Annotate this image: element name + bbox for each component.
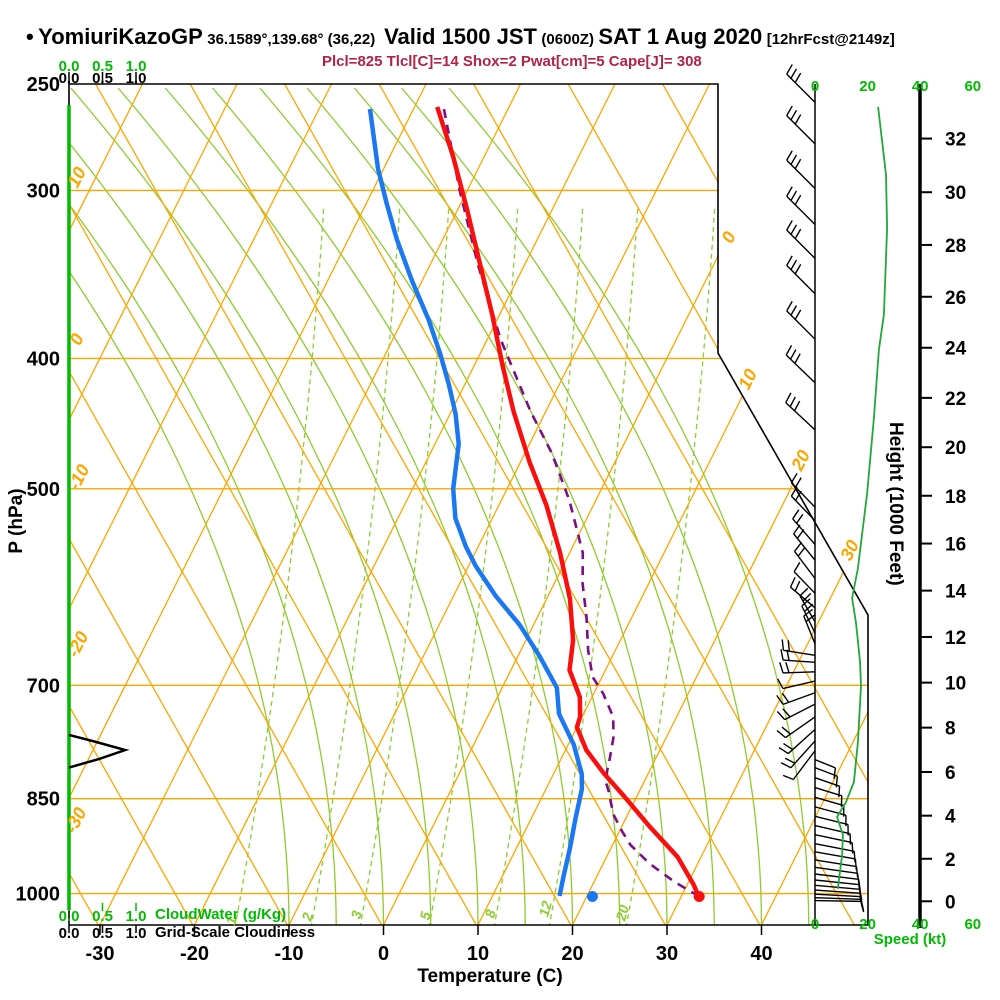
speed-tick-label: 60 xyxy=(964,916,981,933)
surface-temperature-dot xyxy=(693,891,705,903)
isotherm-label: 20 xyxy=(787,447,814,475)
height-tick-label: 30 xyxy=(945,183,966,204)
temperature-tick-label: -30 xyxy=(86,943,115,965)
height-tick-label: 28 xyxy=(945,236,966,257)
title-bullet: • xyxy=(26,24,34,49)
gridscale-tick-label: 0.5 xyxy=(92,925,113,942)
speed-tick-label: 60 xyxy=(964,78,981,95)
mixing-ratio-label: 12 xyxy=(535,899,555,918)
cloudwater-tick-label: 0.5 xyxy=(92,58,113,75)
height-tick-label: 22 xyxy=(945,389,966,410)
pressure-tick-label: 1000 xyxy=(16,884,61,906)
temperature-profile xyxy=(435,106,701,897)
speed-tick-label: 0 xyxy=(811,78,819,95)
cloudwater-tick-label: 1.0 xyxy=(126,58,147,75)
isotherm-label: 10 xyxy=(63,164,90,191)
cloudwater-tick-label: 0.0 xyxy=(59,58,80,75)
pressure-tick-label: 300 xyxy=(27,180,60,202)
height-tick-label: 26 xyxy=(945,288,966,309)
pressure-tick-label: 700 xyxy=(27,675,60,697)
cloudwater-tick-label: 0.0 xyxy=(59,908,80,925)
pressure-tick-label: 500 xyxy=(27,479,60,501)
pressure-tick-label: 250 xyxy=(27,74,60,96)
valid-zulu: (0600Z) xyxy=(541,31,594,48)
speed-tick-label: 0 xyxy=(811,916,819,933)
height-tick-label: 0 xyxy=(945,892,956,913)
station-name: YomiuriKazoGP xyxy=(38,24,203,49)
wind-barbs xyxy=(776,64,865,913)
temperature-tick-label: 30 xyxy=(656,943,678,965)
height-tick-label: 4 xyxy=(945,807,956,828)
forecast-tag: [12hrFcst@2149z] xyxy=(766,31,895,48)
height-tick-label: 18 xyxy=(945,487,966,508)
temperature-tick-label: 10 xyxy=(467,943,489,965)
cloudwater-tick-label: 0.5 xyxy=(92,908,113,925)
height-tick-label: 32 xyxy=(945,130,966,151)
cloudwater-scale-label: CloudWater (g/Kg) xyxy=(155,906,287,923)
gridscale-tick-label: 1.0 xyxy=(126,925,147,942)
valid-date: SAT 1 Aug 2020 xyxy=(598,24,763,49)
speed-tick-label: 40 xyxy=(912,78,929,95)
gridscale-tick-label: 0.0 xyxy=(59,925,80,942)
dewpoint-profile xyxy=(367,108,585,897)
mixing-ratio-label: 2 xyxy=(298,911,316,924)
mixing-ratio-label: 8 xyxy=(481,908,499,920)
height-tick-label: 2 xyxy=(945,850,956,871)
mixing-ratio-label: 5 xyxy=(416,910,434,922)
speed-tick-label: 40 xyxy=(912,916,929,933)
wind-speed-profile xyxy=(836,106,889,890)
parcel-path xyxy=(441,104,700,898)
mixing-ratio-label: 1 xyxy=(222,915,240,927)
line-families xyxy=(69,84,868,925)
height-tick-label: 10 xyxy=(945,674,966,695)
wind-speed-axis-label: Speed (kt) xyxy=(873,931,947,948)
surface-dewpoint-dot xyxy=(586,891,598,903)
mixing-ratio-label: 20 xyxy=(612,903,632,923)
height-tick-label: 24 xyxy=(945,339,967,360)
sounding-indices: Plcl=825 Tlcl[C]=14 Shox=2 Pwat[cm]=5 Ca… xyxy=(322,53,702,70)
gridscale-tick-label: 0.0 xyxy=(59,70,80,87)
pressure-tick-label: 850 xyxy=(27,789,60,811)
height-tick-label: 14 xyxy=(945,582,967,603)
cloud-fraction-profile xyxy=(68,733,130,769)
height-axis-label: Height (1000 Feet) xyxy=(885,422,906,586)
height-tick-label: 16 xyxy=(945,535,966,556)
height-tick-label: 12 xyxy=(945,628,966,649)
temperature-tick-label: 0 xyxy=(378,943,389,965)
pressure-axis-label: P (hPa) xyxy=(6,488,27,554)
chart-title: • YomiuriKazoGP 36.1589°,139.68° (36,22)… xyxy=(26,24,986,50)
cloudwater-tick-label: 1.0 xyxy=(126,908,147,925)
speed-tick-label: 20 xyxy=(859,78,876,95)
mixing-ratio-label: 3 xyxy=(347,909,365,921)
gridscale-tick-label: 0.5 xyxy=(92,70,113,87)
gridscale-cloudiness-label: Grid-Scale Cloudiness xyxy=(155,924,316,941)
temperature-tick-label: 20 xyxy=(561,943,583,965)
gridscale-tick-label: 1.0 xyxy=(126,70,147,87)
pressure-tick-label: 400 xyxy=(27,348,60,370)
valid-time: Valid 1500 JST xyxy=(384,24,537,49)
isotherm-label: -30 xyxy=(61,804,91,836)
temperature-tick-label: -10 xyxy=(275,943,304,965)
speed-tick-label: 20 xyxy=(859,916,876,933)
height-tick-label: 20 xyxy=(945,438,966,459)
station-coords: 36.1589°,139.68° (36,22) xyxy=(207,31,376,48)
height-tick-label: 8 xyxy=(945,719,956,740)
height-tick-label: 6 xyxy=(945,763,956,784)
temperature-tick-label: -20 xyxy=(180,943,209,965)
temperature-tick-label: 40 xyxy=(750,943,772,965)
isotherm-label: 0 xyxy=(717,228,739,246)
temperature-axis-label: Temperature (C) xyxy=(417,966,563,987)
